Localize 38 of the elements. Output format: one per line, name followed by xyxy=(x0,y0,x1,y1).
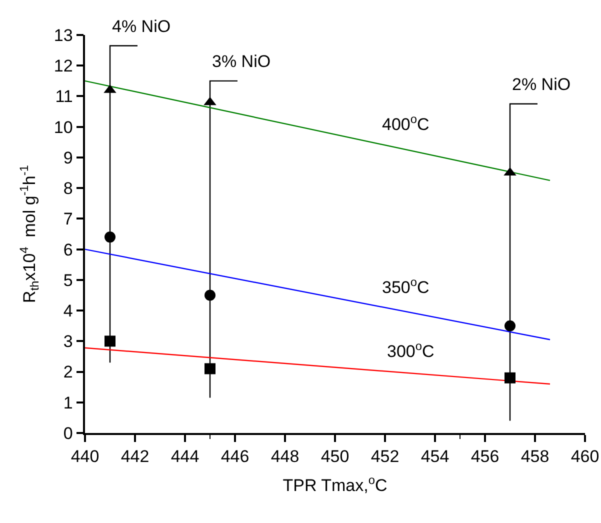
y-tick-label: 9 xyxy=(63,148,73,168)
annotation: 3% NiO xyxy=(212,52,271,71)
annotation: 300$^{o}$C xyxy=(387,339,434,362)
x-tick-label: 452 xyxy=(370,447,400,466)
annotation: 2% NiO xyxy=(512,75,571,94)
annotation: 4% NiO xyxy=(112,17,171,36)
x-tick-label: 442 xyxy=(120,447,150,466)
y-tick-label: 6 xyxy=(63,240,73,260)
annotation: 400$^{o}$C xyxy=(382,112,430,134)
annotation: 350$^{o}$C xyxy=(382,275,430,298)
x-tick-label: 460 xyxy=(570,447,600,466)
point xyxy=(204,363,216,374)
point xyxy=(204,290,216,301)
y-tick-label: 13 xyxy=(54,26,73,45)
x-axis-title: TPR Tmax,$^{o}$C xyxy=(282,472,388,496)
x-tick-label: 446 xyxy=(220,447,250,466)
x-tick-label: 440 xyxy=(70,447,100,466)
y-tick-label: 5 xyxy=(63,270,73,290)
y-tick-label: 0 xyxy=(63,424,73,443)
point xyxy=(504,372,516,384)
point xyxy=(504,320,516,332)
point xyxy=(104,232,116,243)
y-tick-label: 12 xyxy=(54,56,73,76)
x-tick-label: 456 xyxy=(470,447,500,466)
point xyxy=(104,336,116,347)
y-tick-label: 2 xyxy=(63,362,73,382)
y-tick-label: 7 xyxy=(63,210,73,229)
x-tick-label: 450 xyxy=(320,447,350,466)
y-tick-label: 3 xyxy=(63,332,73,352)
y-tick-label: 1 xyxy=(63,393,73,412)
y-tick-label: 8 xyxy=(63,179,73,198)
x-tick-label: 454 xyxy=(420,447,450,466)
y-tick-label: 4 xyxy=(63,301,73,320)
x-tick-label: 444 xyxy=(170,447,200,466)
y-tick-label: 10 xyxy=(54,118,73,137)
x-tick-label: 448 xyxy=(270,447,300,466)
y-tick-label: 11 xyxy=(55,87,73,106)
x-tick-label: 458 xyxy=(520,447,550,466)
